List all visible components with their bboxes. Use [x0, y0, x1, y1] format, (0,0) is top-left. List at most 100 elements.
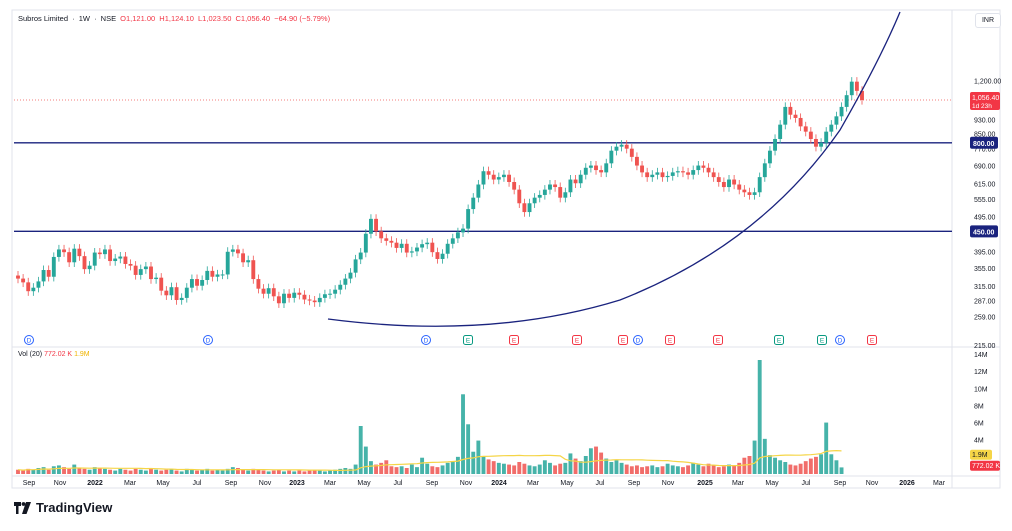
ohlc-open: O1,121.00: [120, 14, 156, 23]
candle-body: [159, 277, 164, 291]
candle-body: [599, 170, 604, 173]
price-tick-label: 770.00: [974, 147, 996, 154]
price-tick-label: 259.00: [974, 314, 996, 321]
volume-bar: [742, 457, 747, 474]
candle-body: [471, 197, 476, 210]
candle-body: [200, 279, 205, 286]
symbol-name[interactable]: Subros Limited: [18, 14, 69, 23]
volume-bar: [113, 470, 118, 474]
candle-body: [87, 265, 92, 270]
candle-body: [338, 284, 343, 290]
candle-body: [230, 249, 235, 252]
parabolic-support-curve: [327, 11, 901, 327]
time-axis-label: Nov: [866, 480, 879, 487]
candle-body: [67, 252, 72, 263]
volume-bar: [282, 471, 286, 474]
volume-bar: [542, 460, 547, 474]
time-axis-label: 2025: [697, 480, 713, 487]
level-price-text: 800.00: [973, 141, 995, 148]
candle-body: [384, 238, 389, 241]
volume-bar: [103, 468, 107, 474]
volume-bar: [496, 462, 501, 474]
volume-bar: [834, 460, 839, 474]
candle-body: [174, 287, 179, 301]
volume-bar: [435, 467, 440, 474]
candle-body: [548, 184, 552, 190]
symbol-header: Subros Limited · 1W · NSE O1,121.00 H1,1…: [18, 14, 331, 23]
tradingview-logo[interactable]: TradingView: [14, 500, 112, 515]
candle-body: [609, 150, 614, 164]
volume-bar: [517, 462, 522, 474]
volume-bar: [466, 424, 471, 474]
volume-bar: [481, 456, 486, 474]
volume-bar: [31, 469, 36, 474]
candle-body: [276, 296, 281, 304]
volume-bar: [773, 457, 777, 474]
tradingview-icon: [14, 501, 31, 514]
candle-body: [46, 270, 51, 277]
volume-bar: [501, 463, 506, 474]
dividend-marker: [835, 335, 845, 345]
candle-body: [686, 172, 691, 175]
volume-tick-label: 8M: [974, 403, 984, 410]
volume-bar: [599, 452, 604, 474]
volume-bar: [118, 468, 123, 474]
candle-body: [588, 165, 593, 168]
level-price-tag: [970, 136, 998, 149]
candle-body: [496, 177, 501, 180]
volume-bar: [578, 461, 583, 474]
candle-body: [752, 192, 757, 195]
volume-bar: [624, 464, 629, 474]
candle-body: [118, 256, 123, 259]
candle-body: [742, 189, 747, 193]
chart-border: [11, 9, 1001, 489]
time-axis-label: Jul: [596, 480, 605, 487]
volume-tick-label: 14M: [974, 352, 988, 359]
event-marker-letter: D: [838, 338, 843, 345]
volume-bar: [236, 468, 240, 474]
time-axis-label: Jul: [802, 480, 811, 487]
candle-body: [834, 116, 839, 125]
candle-body: [563, 192, 568, 198]
volume-bar: [650, 465, 655, 474]
level-price-tag: [970, 225, 998, 238]
candle-body: [430, 242, 435, 253]
time-axis-label: 2024: [491, 480, 507, 487]
candle-body: [16, 275, 20, 279]
event-marker-letter: E: [668, 338, 673, 345]
volume-bar: [634, 465, 639, 474]
volume-bar: [77, 468, 82, 474]
volume-bar: [67, 468, 72, 474]
candle-body: [783, 106, 788, 125]
volume-bar: [783, 462, 788, 474]
candle-body: [814, 138, 818, 147]
volume-bar: [711, 465, 716, 474]
candle-body: [297, 292, 302, 295]
time-axis-label: Nov: [460, 480, 473, 487]
candle-body: [189, 279, 194, 288]
volume-bar: [56, 465, 61, 474]
time-axis-label: Mar: [527, 480, 540, 487]
candle-body: [624, 144, 629, 149]
candle-body: [537, 194, 542, 198]
candle-body: [844, 95, 849, 107]
volume-bar: [829, 454, 834, 474]
currency-button[interactable]: INR: [975, 13, 1001, 28]
volume-bar: [36, 468, 41, 474]
interval-label[interactable]: 1W: [78, 14, 90, 23]
volume-bar: [583, 456, 588, 474]
volume-legend[interactable]: Vol (20) 772.02 K 1.9M: [18, 351, 90, 358]
volume-bar: [440, 465, 445, 474]
candle-body: [532, 197, 537, 204]
candle-body: [860, 90, 864, 100]
candle-body: [113, 258, 118, 262]
candle-body: [757, 177, 762, 193]
volume-bar: [706, 463, 711, 474]
time-axis-label: Sep: [225, 480, 238, 487]
price-tick-label: 395.00: [974, 249, 996, 256]
volume-bar: [123, 469, 128, 474]
candle-body: [292, 292, 297, 298]
candle-body: [476, 184, 481, 198]
volume-bar: [568, 453, 573, 474]
